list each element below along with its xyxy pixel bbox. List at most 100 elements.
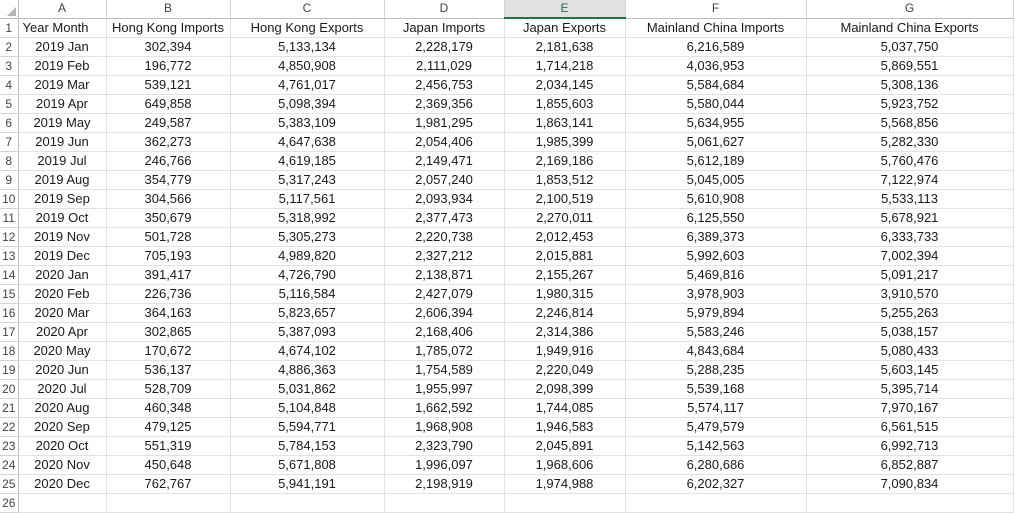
data-cell[interactable]: 2,198,919 — [384, 474, 505, 494]
data-cell[interactable]: 1,754,589 — [384, 360, 505, 380]
data-cell[interactable]: 5,992,603 — [625, 246, 807, 266]
data-cell[interactable]: 2019 Dec — [18, 246, 107, 266]
row-number[interactable]: 8 — [0, 151, 19, 171]
column-header-f[interactable]: F — [625, 0, 807, 19]
data-cell[interactable]: 2,220,049 — [504, 360, 626, 380]
data-cell[interactable]: 5,584,684 — [625, 75, 807, 95]
data-cell[interactable]: 2,111,029 — [384, 56, 505, 76]
row-number[interactable]: 19 — [0, 360, 19, 380]
data-cell[interactable]: 5,383,109 — [230, 113, 385, 133]
data-cell[interactable]: 5,098,394 — [230, 94, 385, 114]
data-cell[interactable]: 4,850,908 — [230, 56, 385, 76]
data-cell[interactable]: 2019 Sep — [18, 189, 107, 209]
data-cell[interactable]: 2019 Jul — [18, 151, 107, 171]
data-cell[interactable]: 4,886,363 — [230, 360, 385, 380]
data-cell[interactable]: 5,091,217 — [806, 265, 1014, 285]
data-cell[interactable]: 6,389,373 — [625, 227, 807, 247]
data-cell[interactable]: 2,100,519 — [504, 189, 626, 209]
data-cell[interactable]: 2019 Feb — [18, 56, 107, 76]
data-cell[interactable]: 460,348 — [106, 398, 231, 418]
data-cell[interactable]: 5,117,561 — [230, 189, 385, 209]
data-cell[interactable]: 5,580,044 — [625, 94, 807, 114]
data-cell[interactable]: 1,996,097 — [384, 455, 505, 475]
column-title-cell[interactable]: Mainland China Exports — [806, 18, 1014, 38]
data-cell[interactable]: 5,671,808 — [230, 455, 385, 475]
data-cell[interactable]: 2019 Nov — [18, 227, 107, 247]
row-number[interactable]: 6 — [0, 113, 19, 133]
data-cell[interactable]: 364,163 — [106, 303, 231, 323]
data-cell[interactable]: 2020 Dec — [18, 474, 107, 494]
data-cell[interactable]: 196,772 — [106, 56, 231, 76]
data-cell[interactable]: 1,662,592 — [384, 398, 505, 418]
empty-cell[interactable] — [18, 493, 107, 513]
data-cell[interactable]: 2,228,179 — [384, 37, 505, 57]
data-cell[interactable]: 2019 Jan — [18, 37, 107, 57]
data-cell[interactable]: 649,858 — [106, 94, 231, 114]
data-cell[interactable]: 5,574,117 — [625, 398, 807, 418]
data-cell[interactable]: 5,080,433 — [806, 341, 1014, 361]
data-cell[interactable]: 246,766 — [106, 151, 231, 171]
data-cell[interactable]: 2,314,386 — [504, 322, 626, 342]
data-cell[interactable]: 1,981,295 — [384, 113, 505, 133]
data-cell[interactable]: 1,974,988 — [504, 474, 626, 494]
data-cell[interactable]: 2,169,186 — [504, 151, 626, 171]
data-cell[interactable]: 5,305,273 — [230, 227, 385, 247]
data-cell[interactable]: 705,193 — [106, 246, 231, 266]
data-cell[interactable]: 5,823,657 — [230, 303, 385, 323]
data-cell[interactable]: 5,133,134 — [230, 37, 385, 57]
data-cell[interactable]: 1,955,997 — [384, 379, 505, 399]
row-number[interactable]: 10 — [0, 189, 19, 209]
data-cell[interactable]: 2020 May — [18, 341, 107, 361]
row-number[interactable]: 14 — [0, 265, 19, 285]
row-number[interactable]: 20 — [0, 379, 19, 399]
data-cell[interactable]: 5,941,191 — [230, 474, 385, 494]
data-cell[interactable]: 2,054,406 — [384, 132, 505, 152]
data-cell[interactable]: 5,037,750 — [806, 37, 1014, 57]
data-cell[interactable]: 2020 Sep — [18, 417, 107, 437]
data-cell[interactable]: 5,784,153 — [230, 436, 385, 456]
data-cell[interactable]: 536,137 — [106, 360, 231, 380]
data-cell[interactable]: 539,121 — [106, 75, 231, 95]
data-cell[interactable]: 2,138,871 — [384, 265, 505, 285]
data-cell[interactable]: 1,985,399 — [504, 132, 626, 152]
data-cell[interactable]: 5,045,005 — [625, 170, 807, 190]
data-cell[interactable]: 4,674,102 — [230, 341, 385, 361]
data-cell[interactable]: 4,619,185 — [230, 151, 385, 171]
data-cell[interactable]: 2,098,399 — [504, 379, 626, 399]
data-cell[interactable]: 762,767 — [106, 474, 231, 494]
data-cell[interactable]: 6,216,589 — [625, 37, 807, 57]
column-title-cell[interactable]: Hong Kong Imports — [106, 18, 231, 38]
data-cell[interactable]: 1,946,583 — [504, 417, 626, 437]
data-cell[interactable]: 5,104,848 — [230, 398, 385, 418]
data-cell[interactable]: 6,202,327 — [625, 474, 807, 494]
data-cell[interactable]: 5,583,246 — [625, 322, 807, 342]
data-cell[interactable]: 5,031,862 — [230, 379, 385, 399]
data-cell[interactable]: 528,709 — [106, 379, 231, 399]
data-cell[interactable]: 2019 Apr — [18, 94, 107, 114]
data-cell[interactable]: 5,869,551 — [806, 56, 1014, 76]
data-cell[interactable]: 1,855,603 — [504, 94, 626, 114]
data-cell[interactable]: 1,785,072 — [384, 341, 505, 361]
data-cell[interactable]: 2,057,240 — [384, 170, 505, 190]
data-cell[interactable]: 5,282,330 — [806, 132, 1014, 152]
data-cell[interactable]: 4,036,953 — [625, 56, 807, 76]
data-cell[interactable]: 2,181,638 — [504, 37, 626, 57]
row-number[interactable]: 26 — [0, 493, 19, 513]
data-cell[interactable]: 2,456,753 — [384, 75, 505, 95]
row-number[interactable]: 22 — [0, 417, 19, 437]
data-cell[interactable]: 1,714,218 — [504, 56, 626, 76]
data-cell[interactable]: 2,327,212 — [384, 246, 505, 266]
empty-cell[interactable] — [625, 493, 807, 513]
data-cell[interactable]: 6,561,515 — [806, 417, 1014, 437]
data-cell[interactable]: 2020 Apr — [18, 322, 107, 342]
data-cell[interactable]: 7,002,394 — [806, 246, 1014, 266]
column-header-b[interactable]: B — [106, 0, 231, 19]
data-cell[interactable]: 302,865 — [106, 322, 231, 342]
data-cell[interactable]: 4,726,790 — [230, 265, 385, 285]
row-number[interactable]: 13 — [0, 246, 19, 266]
data-cell[interactable]: 5,317,243 — [230, 170, 385, 190]
data-cell[interactable]: 4,843,684 — [625, 341, 807, 361]
data-cell[interactable]: 1,853,512 — [504, 170, 626, 190]
data-cell[interactable]: 2020 Mar — [18, 303, 107, 323]
data-cell[interactable]: 2019 Oct — [18, 208, 107, 228]
